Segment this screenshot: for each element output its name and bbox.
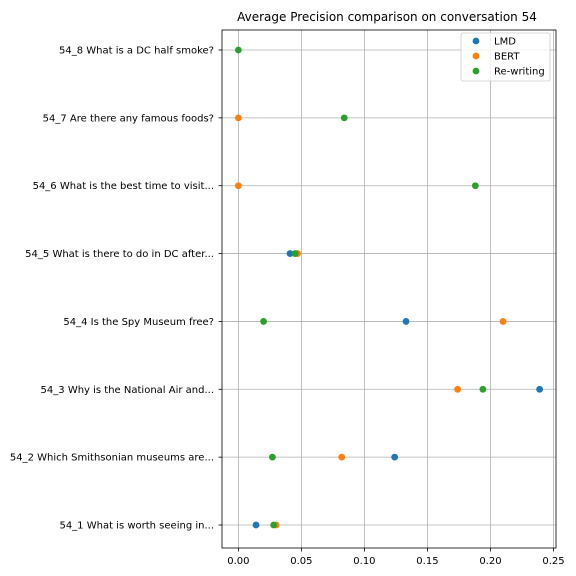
x-tick-label: 0.20 [479,556,501,567]
data-point-re-writing [471,182,479,190]
x-tick-label: 0.25 [542,556,564,567]
data-points [234,46,544,529]
legend-box [460,32,551,82]
data-point-re-writing [260,318,267,325]
y-axis-ticks: 54_1 What is worth seeing in... 54_2 Whic… [10,46,222,532]
data-point-lmd [391,453,399,461]
legend-label: LMD [494,37,516,48]
x-tick-label: 0.10 [353,556,375,567]
plot-frame [221,29,557,549]
data-point-lmd [536,385,544,393]
data-point-lmd [402,318,410,325]
legend-marker [472,67,480,75]
data-point-re-writing [340,114,348,122]
legend: LMD BERT Re-writing [460,32,551,82]
y-tick-label: 54_5 What is there to do in DC after... [25,249,214,260]
y-tick-label: 54_1 What is worth seeing in... [59,521,214,532]
legend-label: BERT [494,52,520,63]
y-tick-label: 54_8 What is a DC half smoke? [59,46,214,57]
chart-title: Average Precision comparison on conversa… [237,10,537,24]
y-tick-label: 54_3 Why is the National Air and... [41,385,214,396]
x-tick-label: 0.05 [290,556,312,567]
x-axis-ticks: 0.00 0.05 0.10 0.15 0.20 0.25 [227,548,565,567]
data-point-bert [338,453,346,461]
legend-label: Re-writing [494,67,545,78]
data-point-re-writing [270,521,278,529]
y-tick-label: 54_7 Are there any famous foods? [43,113,214,124]
data-point-lmd [252,521,260,529]
legend-marker [472,37,480,45]
x-tick-label: 0.15 [416,556,438,567]
data-point-bert [234,114,242,122]
data-point-re-writing [269,453,276,461]
data-point-lmd [286,250,294,257]
y-tick-label: 54_6 What is the best time to visit... [33,181,214,192]
data-point-bert [234,182,242,190]
data-point-re-writing [291,250,299,257]
legend-marker [472,52,480,60]
data-point-bert [454,385,462,393]
y-tick-label: 54_2 Which Smithsonian museums are... [10,453,214,464]
data-point-bert [499,318,507,325]
data-point-re-writing [234,46,242,54]
y-tick-label: 54_4 Is the Spy Museum free? [63,317,214,328]
x-tick-label: 0.00 [227,556,249,567]
data-point-re-writing [479,385,487,393]
